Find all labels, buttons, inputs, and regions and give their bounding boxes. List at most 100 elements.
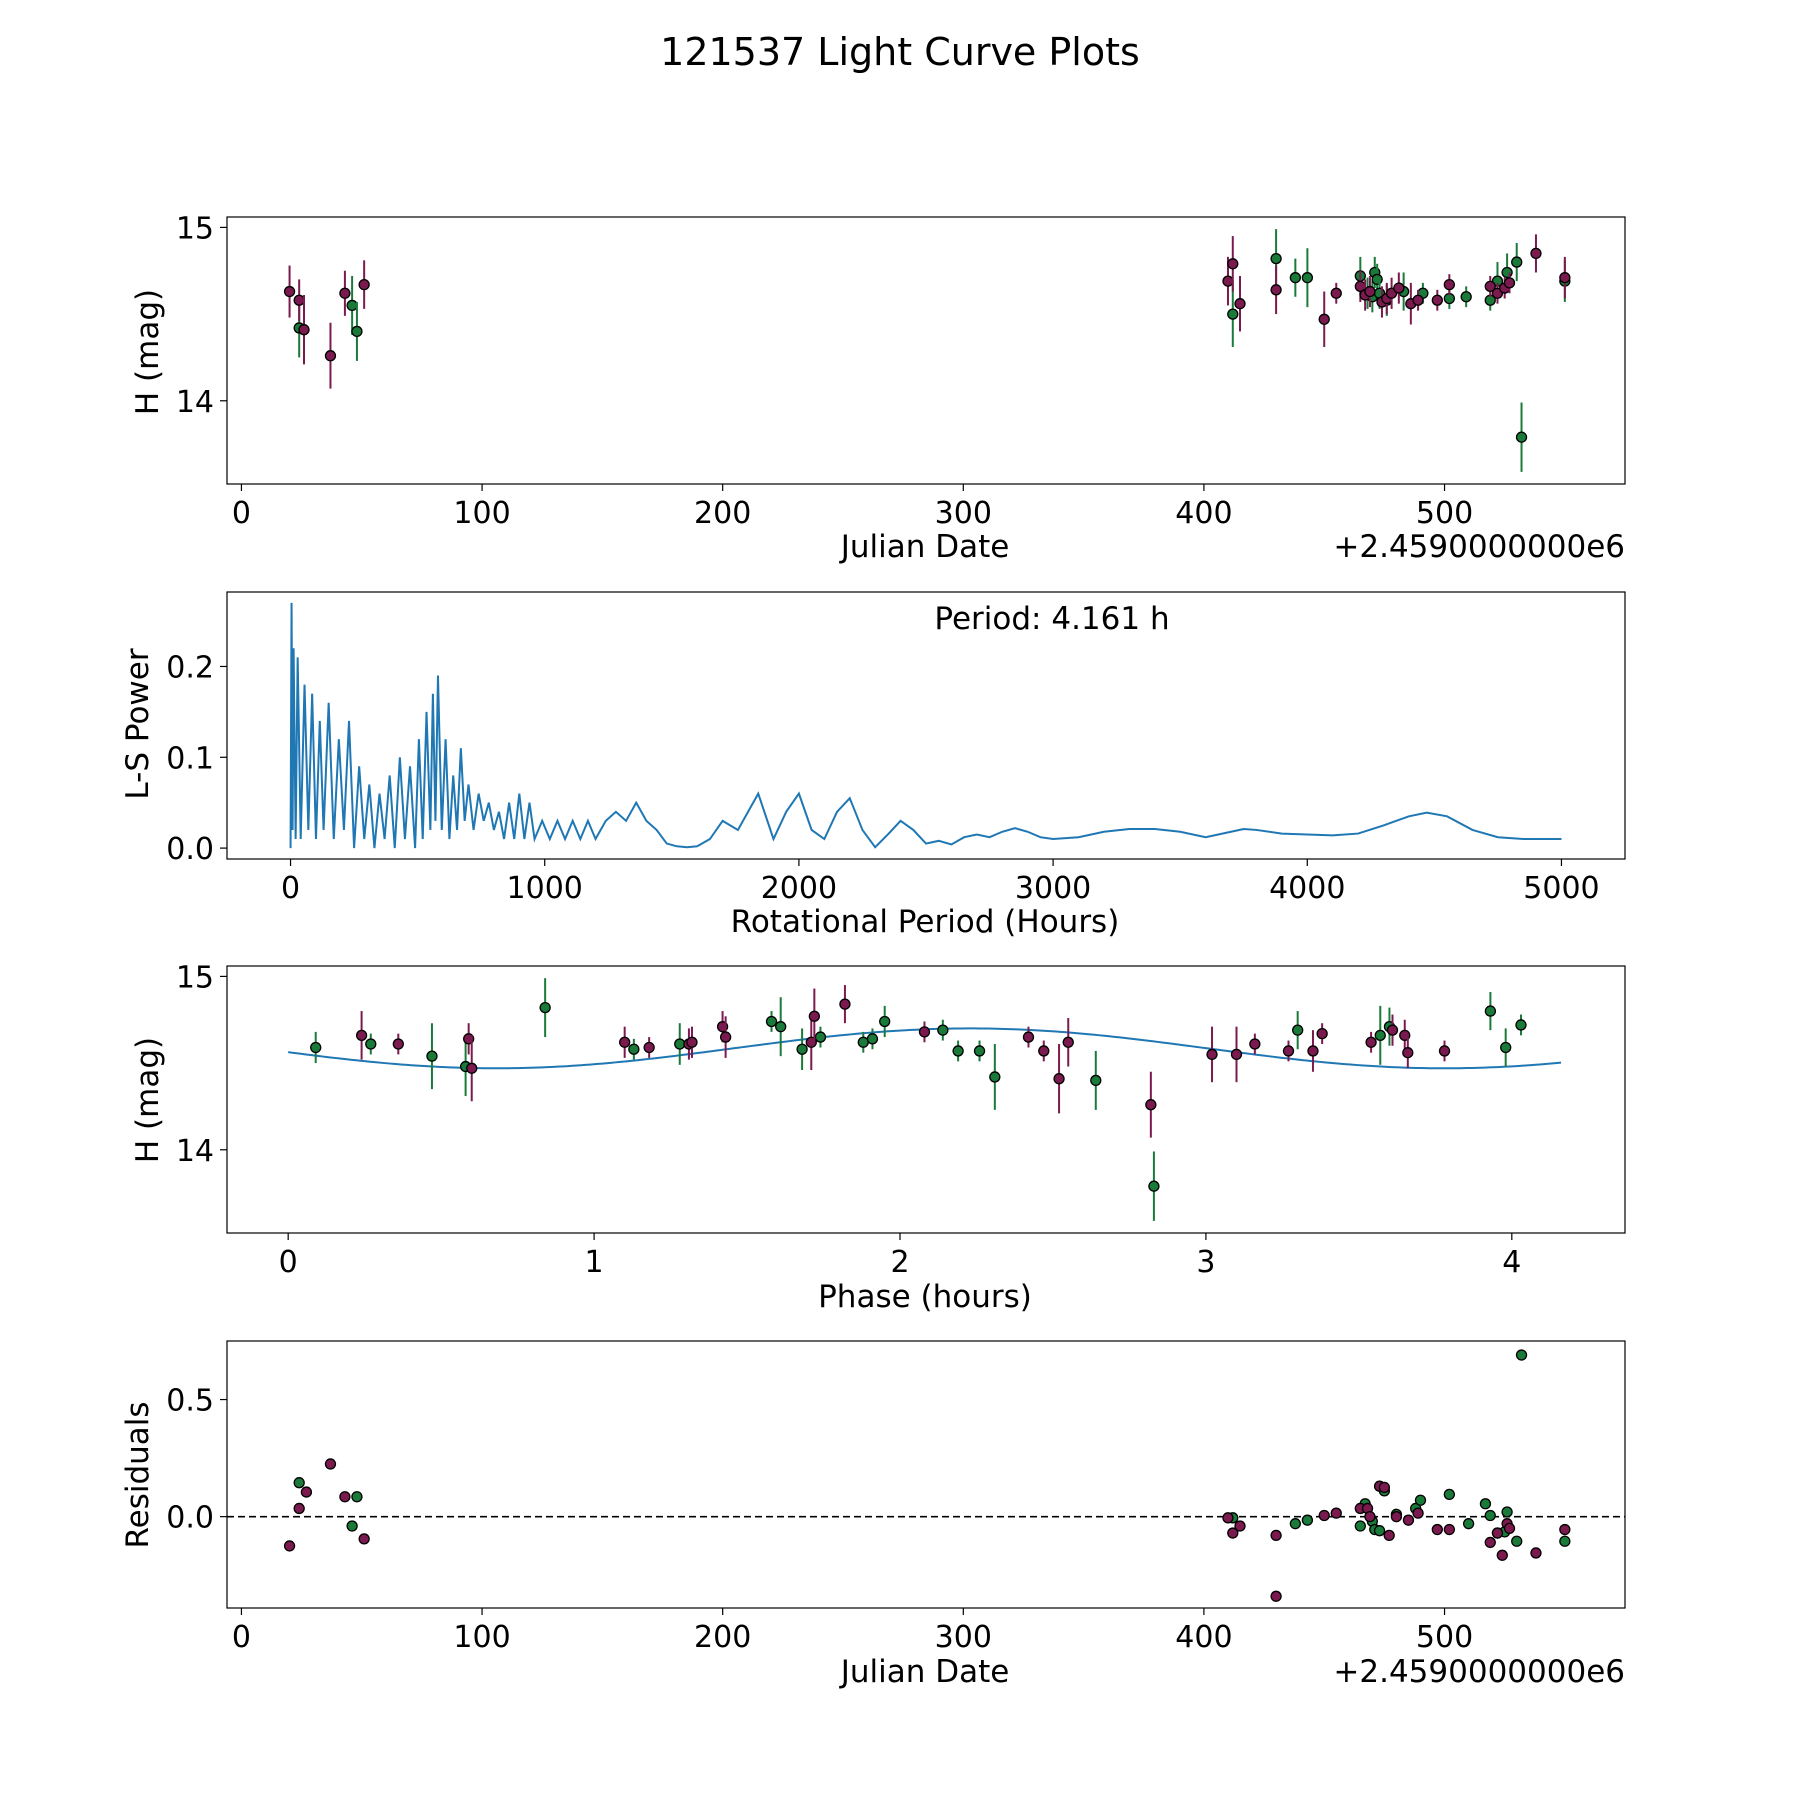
data-point-g [346, 1520, 358, 1532]
x-tick-label: 3000 [1015, 871, 1091, 906]
data-point-g [1373, 1525, 1386, 1537]
x-tick-label: 500 [1416, 496, 1473, 531]
data-point-o [1443, 278, 1455, 291]
data-point-o [1402, 1514, 1415, 1526]
data-point-o [1390, 1511, 1403, 1523]
lightcurve-ylabel: H (mag) [130, 289, 166, 415]
data-point-o [1316, 1027, 1328, 1040]
phased-panel: Phase (hours) H (mag) 0 1 2 3 4 14 15 [130, 960, 1626, 1315]
data-point-o [1431, 294, 1443, 306]
data-point-g [1511, 256, 1523, 268]
data-point-o [1378, 1481, 1391, 1494]
data-point-g [765, 1015, 778, 1028]
data-point-o [466, 1062, 478, 1074]
x-tick-label: 200 [694, 496, 751, 531]
data-point-o [1330, 1507, 1342, 1519]
data-point-g [539, 1001, 551, 1014]
figure-title: 121537 Light Curve Plots [660, 30, 1140, 74]
y-tick-label: 15 [176, 211, 214, 246]
x-tick-label: 4000 [1269, 871, 1345, 906]
data-point-o [355, 1029, 368, 1042]
x-tick-label: 100 [453, 1620, 510, 1655]
data-point-o [1412, 1507, 1424, 1519]
data-point-o [1443, 1523, 1455, 1536]
data-point-o [1484, 280, 1496, 293]
residuals-frame [226, 1340, 1626, 1609]
periodogram-ylabel: L-S Power [120, 648, 156, 799]
data-point-g [1500, 1041, 1512, 1054]
data-point-o [1270, 1590, 1282, 1602]
data-point-o [1222, 275, 1234, 287]
data-point-o [1234, 298, 1246, 310]
data-point-o [1530, 1547, 1542, 1559]
data-point-g [1515, 1019, 1527, 1031]
data-point-o [1022, 1031, 1035, 1043]
data-point-o [358, 278, 370, 291]
lightcurve-frame [226, 216, 1626, 485]
data-point-o [1318, 1509, 1330, 1522]
data-point-g [1515, 431, 1528, 443]
x-tick-label: 300 [935, 1620, 992, 1655]
data-point-g [1354, 1520, 1366, 1532]
periodogram-plot-area [289, 602, 1562, 849]
data-point-g [1484, 1005, 1497, 1017]
data-point-g [1460, 291, 1472, 303]
x-tick-label: 300 [935, 496, 992, 531]
data-point-o [1270, 284, 1282, 296]
y-tick-label: 0.2 [166, 650, 214, 685]
lightcurve-plot-area [283, 229, 1571, 472]
data-point-o [1234, 1520, 1246, 1532]
data-point-o [1206, 1048, 1218, 1061]
data-point-g [866, 1033, 879, 1045]
data-point-g [1484, 1509, 1496, 1522]
residuals-panel: Julian Date Residuals +2.4590000000e6 0 1… [120, 1340, 1626, 1690]
data-point-o [1503, 277, 1516, 289]
data-point-o [839, 998, 851, 1010]
data-point-o [1559, 1523, 1571, 1536]
data-point-o [1282, 1045, 1295, 1057]
data-point-o [1364, 1511, 1376, 1523]
data-point-o [339, 1491, 351, 1503]
data-point-o [1318, 313, 1330, 325]
data-point-g [1371, 273, 1383, 286]
data-point-o [1222, 1512, 1234, 1524]
data-point-o [1330, 287, 1342, 299]
x-tick-label: 500 [1416, 1620, 1473, 1655]
periodogram-frame [226, 591, 1626, 860]
residuals-ylabel: Residuals [120, 1401, 156, 1548]
data-point-g [1374, 1029, 1386, 1042]
data-point-o [324, 350, 337, 362]
data-point-o [1383, 1529, 1395, 1542]
phased-plot-area [288, 978, 1562, 1221]
data-point-g [814, 1031, 827, 1043]
data-point-o [719, 1031, 732, 1043]
data-point-g [1501, 266, 1513, 279]
data-point-o [339, 287, 351, 299]
data-point-o [1431, 1523, 1443, 1536]
x-tick-label: 0 [232, 496, 251, 531]
data-point-o [1227, 1527, 1239, 1539]
lightcurve-x-offset: +2.4590000000e6 [1333, 529, 1625, 565]
data-point-g [989, 1071, 1001, 1083]
data-point-g [1292, 1024, 1304, 1036]
y-tick-label: 0.0 [166, 832, 214, 867]
x-tick-label: 200 [694, 1620, 751, 1655]
data-point-o [324, 1458, 337, 1470]
data-point-g [1301, 272, 1314, 284]
x-tick-label: 2 [890, 1245, 909, 1280]
data-point-o [1307, 1045, 1319, 1057]
data-point-o [1145, 1099, 1157, 1111]
data-point-g [310, 1041, 322, 1054]
y-tick-label: 0.1 [166, 741, 214, 776]
data-point-o [293, 294, 305, 306]
x-tick-label: 100 [453, 496, 510, 531]
data-point-g [346, 299, 358, 312]
data-point-g [293, 1477, 305, 1489]
data-point-g [1462, 1518, 1475, 1530]
data-point-g [1227, 308, 1239, 320]
data-point-g [351, 325, 363, 338]
y-tick-label: 15 [176, 960, 214, 995]
data-point-g [1559, 1535, 1571, 1547]
lightcurve-panel: Julian Date H (mag) +2.4590000000e6 0 100… [130, 211, 1626, 565]
data-point-o [1393, 282, 1405, 294]
